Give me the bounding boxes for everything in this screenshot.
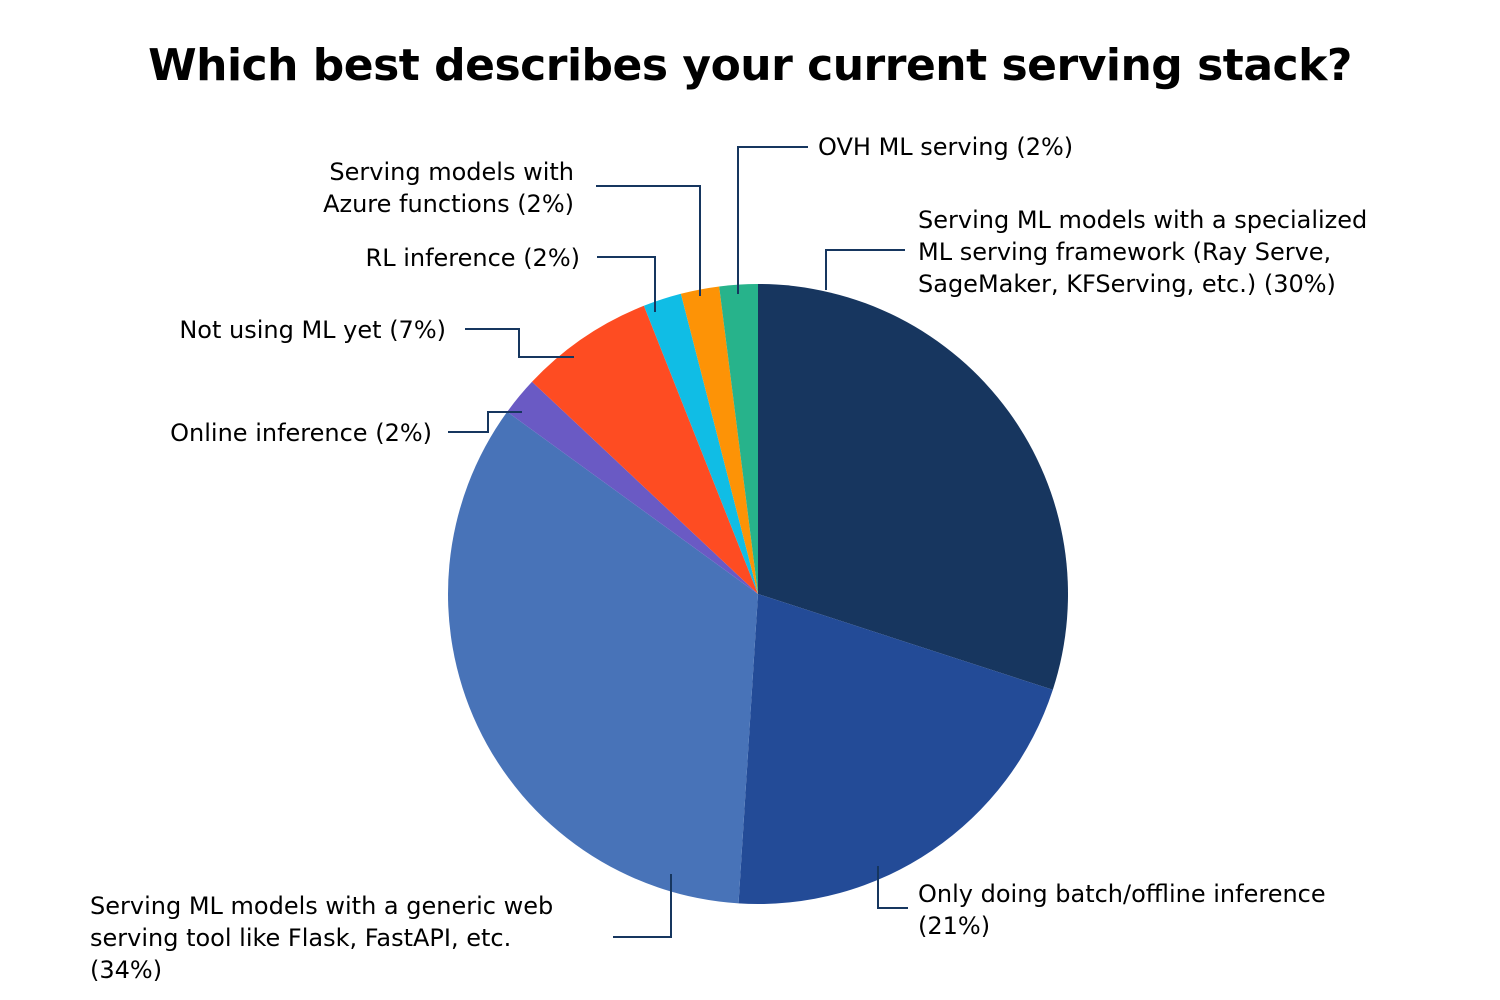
leader-line-ovh xyxy=(737,146,808,294)
slice-label-line: Serving ML models with a generic web xyxy=(90,892,553,920)
slice-label-line: Only doing batch/offline inference xyxy=(918,880,1326,908)
slice-label-line: OVH ML serving (2%) xyxy=(818,133,1073,161)
pie-slice-generic-web xyxy=(447,411,758,904)
leader-line-azure xyxy=(596,185,701,296)
leader-line-batch xyxy=(877,866,908,909)
slice-label-online: Online inference (2%) xyxy=(170,419,432,447)
pie-slice-specialized xyxy=(758,284,1069,690)
slice-label-generic-web: Serving ML models with a generic web serv… xyxy=(90,892,553,984)
slice-label-not-using: Not using ML yet (7%) xyxy=(179,316,446,344)
slice-label-rl: RL inference (2%) xyxy=(366,244,580,272)
slice-label-line: Not using ML yet (7%) xyxy=(179,316,446,344)
leader-line-rl xyxy=(597,256,656,312)
slice-label-ovh: OVH ML serving (2%) xyxy=(818,133,1073,161)
slice-label-line: Online inference (2%) xyxy=(170,419,432,447)
slice-label-line: Serving models with xyxy=(329,158,574,186)
pie-slice-azure xyxy=(680,286,758,594)
slice-label-line: (34%) xyxy=(90,956,162,984)
pie-slice-rl xyxy=(643,293,758,594)
pie-slices xyxy=(447,284,1069,905)
slice-label-line: Serving ML models with a specialized xyxy=(918,206,1367,234)
leader-line-not-using xyxy=(465,328,574,358)
pie-slice-ovh xyxy=(719,284,758,594)
pie-slice-not-using xyxy=(532,305,758,594)
leader-line-generic-web xyxy=(613,874,672,938)
leader-line-specialized xyxy=(825,249,905,290)
slice-label-line: RL inference (2%) xyxy=(366,244,580,272)
slice-label-batch: Only doing batch/offline inference (21%) xyxy=(918,880,1326,940)
pie-slice-batch xyxy=(738,594,1053,905)
slice-label-line: serving tool like Flask, FastAPI, etc. xyxy=(90,924,511,952)
slice-label-line: ML serving framework (Ray Serve, xyxy=(918,238,1331,266)
slice-label-line: (21%) xyxy=(918,912,990,940)
slice-label-line: Azure functions (2%) xyxy=(323,190,574,218)
slice-labels: Serving ML models with a specialized ML s… xyxy=(90,133,1367,984)
leader-lines xyxy=(448,146,908,938)
slice-label-line: SageMaker, KFServing, etc.) (30%) xyxy=(918,270,1336,298)
chart-title: Which best describes your current servin… xyxy=(148,40,1352,91)
pie-slice-online xyxy=(507,381,758,594)
leader-line-online xyxy=(448,411,522,433)
slice-label-specialized: Serving ML models with a specialized ML s… xyxy=(918,206,1367,298)
slice-label-azure: Serving models with Azure functions (2%) xyxy=(323,158,574,218)
